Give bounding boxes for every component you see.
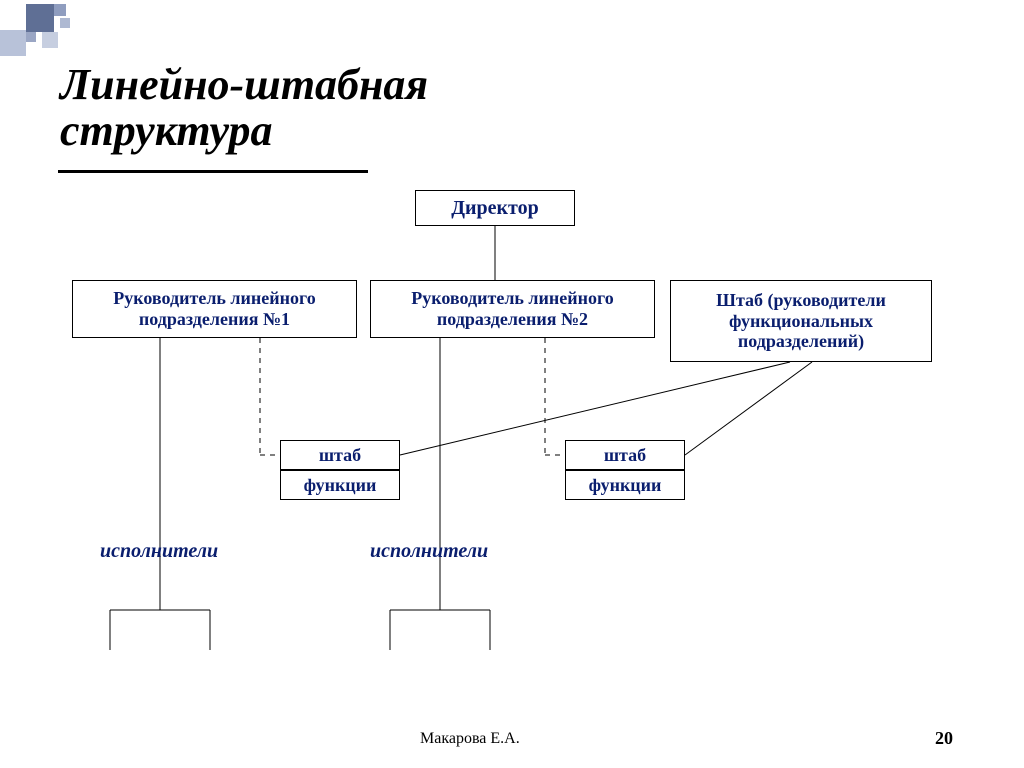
title-underline (58, 170, 368, 173)
node-hq: Штаб (руководители функциональных подраз… (670, 280, 932, 362)
node-manager-2: Руководитель линейного подразделения №2 (370, 280, 655, 338)
label-executors-2: исполнители (370, 540, 488, 563)
label-executors-1: исполнители (100, 540, 218, 563)
title-line-1: Линейно-штабная (60, 60, 428, 109)
node-staff-2b: функции (565, 470, 685, 500)
node-director: Директор (415, 190, 575, 226)
slide-title: Линейно-штабная структура (60, 62, 428, 154)
node-manager-1: Руководитель линейного подразделения №1 (72, 280, 357, 338)
footer-author: Макарова Е.А. (420, 730, 520, 748)
node-staff-2a: штаб (565, 440, 685, 470)
title-line-2: структура (60, 106, 273, 155)
node-staff-1b: функции (280, 470, 400, 500)
node-staff-1a: штаб (280, 440, 400, 470)
corner-decoration (0, 0, 100, 60)
footer-page-number: 20 (935, 728, 953, 749)
